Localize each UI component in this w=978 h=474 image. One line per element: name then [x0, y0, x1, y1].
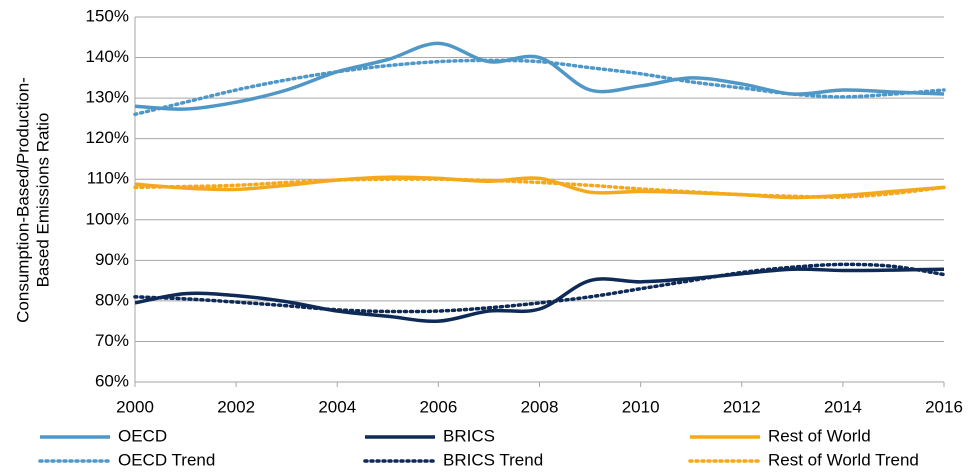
x-tick-label: 2006 — [419, 397, 457, 416]
y-tick-label: 150% — [86, 6, 129, 25]
y-tick-label: 130% — [86, 88, 129, 107]
x-tick-label: 2008 — [521, 397, 559, 416]
series-line — [134, 41, 945, 111]
x-tick-label: 2012 — [723, 397, 761, 416]
y-tick-label: 70% — [95, 331, 129, 350]
legend-label: Rest of World — [768, 426, 871, 445]
y-tick-label: 80% — [95, 290, 129, 309]
y-tick-label: 90% — [95, 250, 129, 269]
x-tick-label: 2016 — [925, 397, 963, 416]
legend-label: Rest of World Trend — [768, 450, 919, 469]
y-tick-label: 100% — [86, 209, 129, 228]
y-tick-label: 60% — [95, 371, 129, 390]
series-line — [134, 267, 945, 324]
legend-label: BRICS — [443, 426, 495, 445]
y-axis-label: Consumption-Based/Production- — [13, 77, 32, 323]
x-tick-label: 2014 — [824, 397, 862, 416]
y-tick-label: 140% — [86, 47, 129, 66]
y-axis-label: Based Emissions Ratio — [33, 113, 52, 288]
x-tick-label: 2010 — [622, 397, 660, 416]
x-tick-label: 2004 — [318, 397, 356, 416]
x-tick-label: 2000 — [116, 397, 154, 416]
series-line — [134, 175, 945, 200]
y-tick-label: 120% — [86, 128, 129, 147]
series-line — [133, 262, 946, 314]
series-line — [133, 58, 946, 117]
y-tick-label: 110% — [87, 169, 129, 188]
legend-label: OECD Trend — [118, 450, 215, 469]
x-tick-label: 2002 — [217, 397, 255, 416]
legend-label: OECD — [118, 426, 167, 445]
series-line — [133, 177, 946, 199]
legend-label: BRICS Trend — [443, 450, 543, 469]
